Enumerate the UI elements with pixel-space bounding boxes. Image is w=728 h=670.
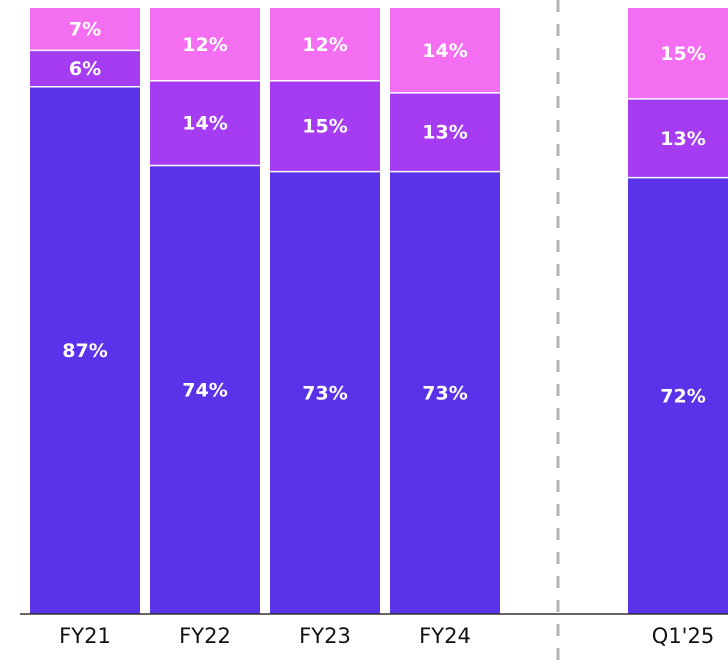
data-label: 14% [182,113,227,135]
x-tick-label: FY22 [179,624,231,648]
data-label: 13% [660,128,705,150]
bar-segment [30,8,140,51]
bar-segment [30,86,140,614]
x-tick-label: FY24 [419,624,471,648]
bar-segment [390,171,500,614]
data-label: 12% [182,34,227,56]
data-label: 7% [69,19,101,41]
bar-segment [150,165,260,614]
bar-segment [270,171,380,614]
bar-segment [628,177,728,614]
x-tick-label: Q1'25 [652,624,714,648]
x-tick-label: FY21 [59,624,111,648]
bar-segment [628,8,728,99]
bar-segment [150,80,260,166]
bars: 87% 6% 7% 74% 14% 12% 73% 15% 12% 73% 13% 14% 72% 13%… [30,8,728,614]
data-label: 12% [302,34,347,56]
data-label: 87% [62,340,107,362]
bar-segment [270,80,380,172]
bar-segment [270,8,380,81]
data-label: 15% [302,116,347,138]
data-label: 74% [182,379,227,401]
bar-segment [30,50,140,87]
data-label: 73% [302,382,347,404]
bar-segment [390,92,500,172]
data-label: 6% [69,58,101,80]
bar-segment [150,8,260,81]
x-tick-label: FY23 [299,624,351,648]
data-label: 13% [422,122,467,144]
bar-segment [390,8,500,93]
data-label: 14% [422,40,467,62]
data-label: 15% [660,43,705,65]
data-label: 72% [660,385,705,407]
data-label: 73% [422,382,467,404]
bar-segment [628,98,728,178]
